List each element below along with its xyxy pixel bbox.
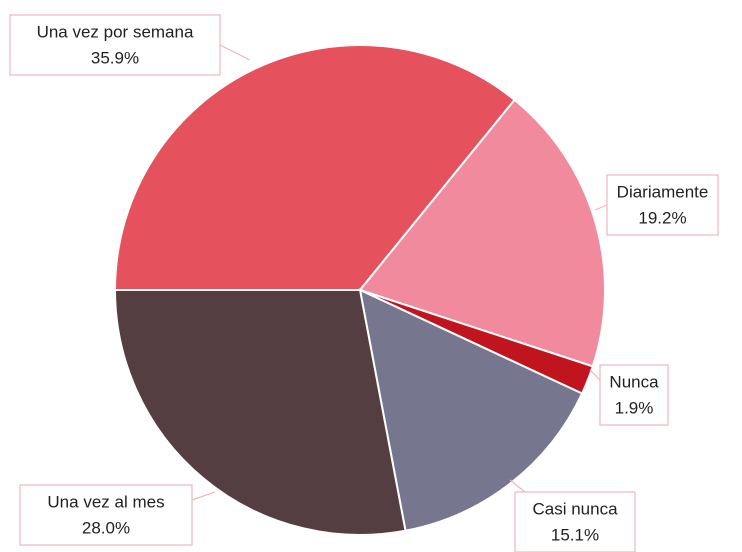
label-value: 1.9% [615,398,654,417]
label-value: 28.0% [82,518,130,537]
label-value: 35.9% [91,48,139,67]
label-value: 15.1% [551,525,599,544]
label-value: 19.2% [638,208,686,227]
data-label: Una vez por semana 35.9% [9,14,251,76]
data-label: Casi nunca 15.1% [509,479,636,552]
data-label: Una vez al mes 28.0% [19,484,216,546]
data-label: Nunca 1.9% [589,364,669,426]
label-box [9,14,221,76]
label-box [599,364,669,426]
pie-slice [358,288,584,532]
pie-slice [358,98,606,368]
label-name: Una vez por semana [37,22,194,41]
label-name: Casi nunca [532,499,618,518]
pie-slice [113,44,516,291]
leader-line [509,479,526,493]
label-box [606,174,719,236]
leader-line [589,369,601,381]
leader-line [594,204,608,211]
leader-line [191,491,216,501]
leader-line [219,44,251,61]
label-name: Nunca [609,372,659,391]
label-name: Diariamente [617,182,709,201]
pie-slice [113,289,407,536]
label-box [19,484,193,546]
data-label: Diariamente 19.2% [594,174,719,236]
label-name: Una vez al mes [47,492,164,511]
label-box [514,491,636,552]
